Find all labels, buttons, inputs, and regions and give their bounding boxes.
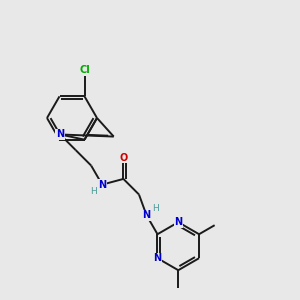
Text: Cl: Cl	[79, 65, 90, 75]
Text: N: N	[142, 210, 151, 220]
Text: N: N	[174, 217, 182, 227]
Text: N: N	[98, 180, 106, 190]
Text: N: N	[153, 253, 162, 263]
Text: H: H	[90, 187, 97, 196]
Text: H: H	[152, 204, 159, 213]
Text: O: O	[119, 153, 128, 163]
Text: N: N	[56, 130, 64, 140]
